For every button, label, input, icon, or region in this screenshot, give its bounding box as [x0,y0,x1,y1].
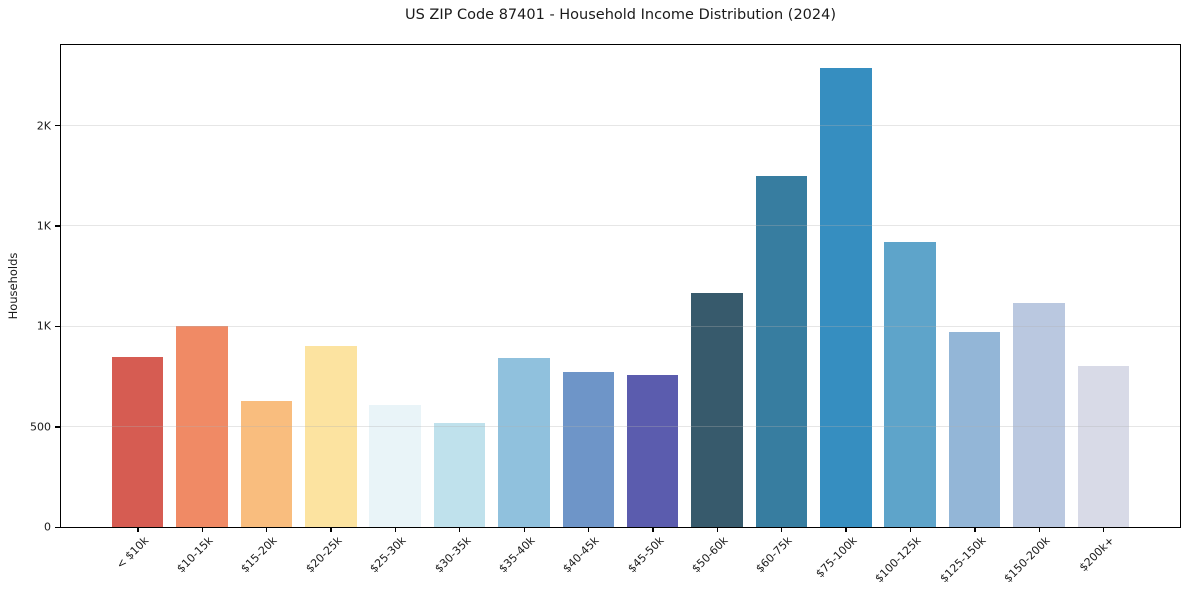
x-tick-mark [394,527,397,532]
x-tick-label: $35-40k [496,534,538,576]
x-tick-mark [652,527,654,532]
x-tick-mark [459,527,461,532]
x-tick-label: $20-25k [303,534,345,576]
x-tick-label: $150-200k [1001,534,1053,586]
x-tick-label: $45-50k [624,534,667,576]
bar [433,422,486,527]
gridline [61,225,1180,227]
x-tick-mark [974,527,976,532]
x-tick-label: < $10k [113,534,152,572]
gridline [61,124,1180,126]
x-tick-label: $200k+ [1076,534,1117,575]
x-tick-label: $10-15k [174,534,216,576]
y-tick-label: 2K [36,119,51,133]
bar [369,404,421,527]
x-tick-mark [201,527,203,532]
gridline [61,325,1180,327]
bar [240,401,293,527]
y-tick-mark [55,526,60,528]
y-tick-label: 1K [36,319,51,333]
y-tick-label: 500 [30,420,51,434]
x-tick-label: $100-125k [872,534,924,586]
bar [755,175,808,527]
x-tick-label: $30-35k [431,534,474,576]
x-tick-label: $125-150k [936,534,989,586]
y-tick-label: 1K [36,219,51,233]
bar [1077,366,1130,527]
bar [305,346,357,527]
x-tick-label: $40-45k [560,534,602,576]
x-tick-label: $60-75k [753,534,795,576]
y-tick-label: 0 [44,520,51,534]
x-tick-mark [1038,527,1040,532]
x-tick-mark [845,527,847,532]
y-tick-mark [55,325,60,328]
bar [176,326,228,527]
bar [948,332,1001,527]
x-tick-label: $75-100k [813,534,860,581]
x-tick-mark [523,527,525,532]
bar [884,241,936,527]
bar [626,375,679,527]
x-tick-mark [1103,527,1105,532]
bar [691,293,743,527]
x-tick-mark [137,527,139,532]
y-axis-label: Households [6,252,20,320]
x-tick-mark [587,527,590,532]
gridline [61,426,1180,428]
bar [498,358,550,527]
y-tick-mark [55,124,60,127]
y-tick-mark [55,426,60,428]
bar [1013,303,1065,527]
x-tick-label: $25-30k [367,534,409,576]
x-tick-label: $50-60k [689,534,731,576]
bar [562,372,615,527]
y-tick-mark [55,225,60,227]
plot-area [60,44,1181,528]
x-tick-mark [266,527,268,532]
bar [820,68,872,527]
chart-title: US ZIP Code 87401 - Household Income Dis… [404,7,837,23]
x-tick-mark [909,527,912,532]
x-tick-mark [716,527,719,532]
x-tick-mark [781,527,783,532]
x-tick-mark [330,527,332,532]
bar [111,357,164,527]
x-tick-label: $15-20k [238,534,280,576]
